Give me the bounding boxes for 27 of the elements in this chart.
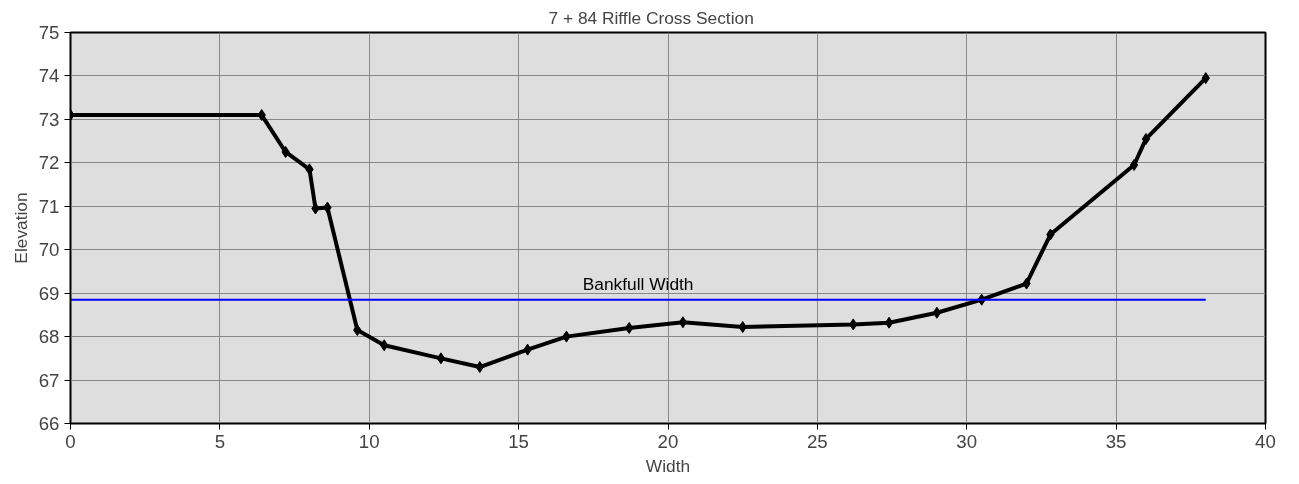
y-tick-label: 75 (38, 22, 60, 43)
x-axis-title: Width (645, 455, 691, 476)
y-axis-title: Elevation (10, 192, 31, 264)
x-tick-label: 40 (1255, 430, 1276, 452)
x-tick-label: 5 (214, 430, 226, 452)
x-tick-label: 15 (508, 430, 530, 452)
y-tick-label: 68 (38, 326, 60, 348)
chart-title: 7 + 84 Riffle Cross Section (548, 7, 754, 28)
y-tick-label: 69 (38, 282, 60, 304)
y-tick-label: 74 (38, 65, 60, 87)
x-tick-label: 30 (956, 430, 978, 452)
y-tick-label: 67 (38, 369, 60, 391)
y-tick-label: 71 (38, 195, 60, 217)
point (436, 352, 446, 365)
y-tick-label: 70 (38, 239, 60, 261)
point (1129, 159, 1139, 172)
y-tick-label: 73 (38, 108, 60, 130)
point (932, 306, 942, 319)
point (1141, 132, 1151, 145)
x-tick-label: 20 (657, 430, 679, 452)
series-label: Bankfull Width (582, 273, 694, 294)
x-tick-label: 10 (358, 430, 380, 452)
x-tick-label: 0 (65, 430, 76, 452)
x-tick-label: 35 (1105, 430, 1127, 452)
y-tick-label: 66 (38, 413, 60, 434)
x-tick-label: 25 (807, 430, 828, 452)
y-tick-label: 72 (38, 152, 60, 174)
